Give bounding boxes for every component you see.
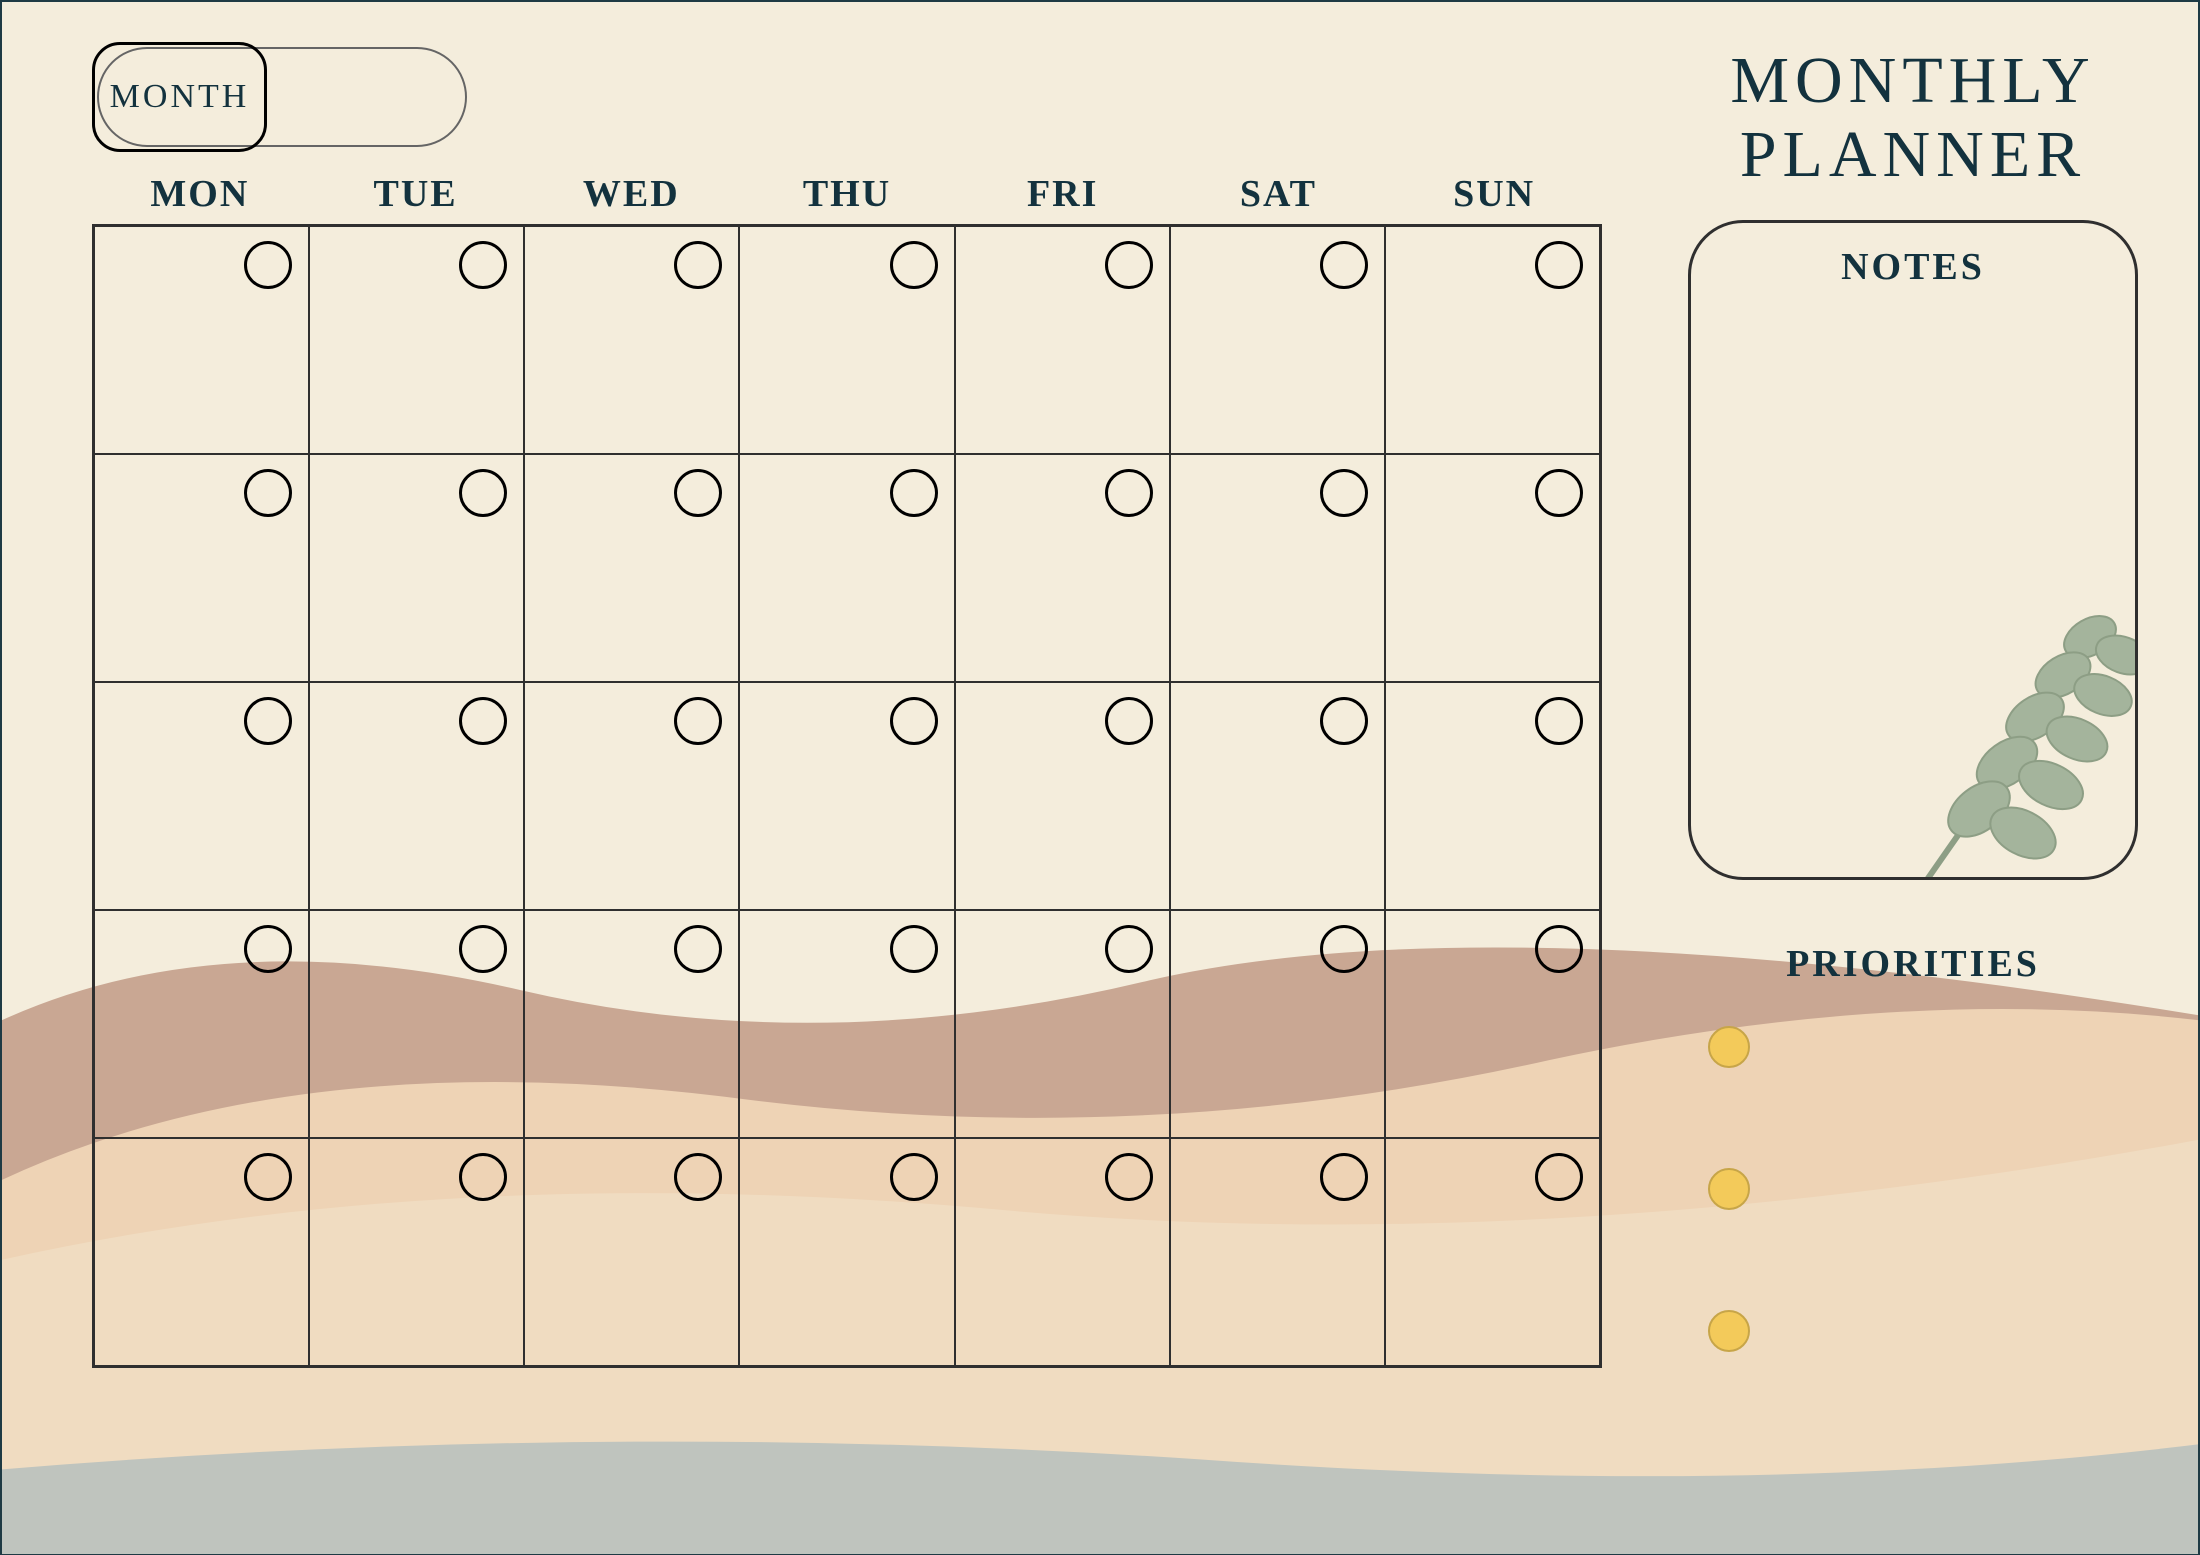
date-circle[interactable] xyxy=(890,925,938,973)
day-header-fri: FRI xyxy=(955,172,1171,216)
day-header-tue: TUE xyxy=(308,172,524,216)
calendar-cell[interactable] xyxy=(1170,454,1385,682)
date-circle[interactable] xyxy=(674,1153,722,1201)
leaf-icon xyxy=(1865,567,2138,880)
date-circle[interactable] xyxy=(674,925,722,973)
day-header-sat: SAT xyxy=(1171,172,1387,216)
day-headers: MON TUE WED THU FRI SAT SUN xyxy=(92,172,1602,216)
date-circle[interactable] xyxy=(674,469,722,517)
date-circle[interactable] xyxy=(459,1153,507,1201)
calendar-cell[interactable] xyxy=(955,682,1170,910)
title-line-1: MONTHLY xyxy=(1688,44,2138,118)
date-circle[interactable] xyxy=(459,925,507,973)
calendar-grid xyxy=(92,224,1602,1368)
date-circle[interactable] xyxy=(244,241,292,289)
calendar-cell[interactable] xyxy=(739,910,954,1138)
date-circle[interactable] xyxy=(459,241,507,289)
day-header-thu: THU xyxy=(739,172,955,216)
priority-bullet-icon xyxy=(1708,1310,1750,1352)
calendar-cell[interactable] xyxy=(739,226,954,454)
date-circle[interactable] xyxy=(890,241,938,289)
date-circle[interactable] xyxy=(1535,697,1583,745)
date-circle[interactable] xyxy=(244,1153,292,1201)
date-circle[interactable] xyxy=(890,697,938,745)
date-circle[interactable] xyxy=(1105,1153,1153,1201)
calendar-cell[interactable] xyxy=(1385,1138,1600,1366)
planner-page: MONTH MONTHLY PLANNER MON TUE WED THU FR… xyxy=(0,0,2200,1555)
calendar-cell[interactable] xyxy=(309,682,524,910)
calendar-cell[interactable] xyxy=(739,454,954,682)
priority-row[interactable] xyxy=(1688,1168,2138,1210)
date-circle[interactable] xyxy=(890,469,938,517)
date-circle[interactable] xyxy=(459,697,507,745)
month-label: MONTH xyxy=(110,78,250,116)
date-circle[interactable] xyxy=(459,469,507,517)
calendar-cell[interactable] xyxy=(955,226,1170,454)
priority-bullet-icon xyxy=(1708,1168,1750,1210)
calendar-cell[interactable] xyxy=(94,910,309,1138)
priority-bullet-icon xyxy=(1708,1026,1750,1068)
month-label-box: MONTH xyxy=(92,42,267,152)
calendar-cell[interactable] xyxy=(524,682,739,910)
date-circle[interactable] xyxy=(1320,241,1368,289)
date-circle[interactable] xyxy=(1320,1153,1368,1201)
date-circle[interactable] xyxy=(674,697,722,745)
priority-row[interactable] xyxy=(1688,1026,2138,1068)
calendar-cell[interactable] xyxy=(1170,682,1385,910)
date-circle[interactable] xyxy=(1105,925,1153,973)
calendar-cell[interactable] xyxy=(524,454,739,682)
calendar-cell[interactable] xyxy=(739,1138,954,1366)
calendar-cell[interactable] xyxy=(1385,454,1600,682)
date-circle[interactable] xyxy=(1320,469,1368,517)
date-circle[interactable] xyxy=(1535,925,1583,973)
calendar-cell[interactable] xyxy=(309,1138,524,1366)
calendar-cell[interactable] xyxy=(94,226,309,454)
calendar-cell[interactable] xyxy=(1170,226,1385,454)
date-circle[interactable] xyxy=(1535,469,1583,517)
day-header-mon: MON xyxy=(92,172,308,216)
date-circle[interactable] xyxy=(1535,1153,1583,1201)
calendar-cell[interactable] xyxy=(94,682,309,910)
date-circle[interactable] xyxy=(244,925,292,973)
date-circle[interactable] xyxy=(244,469,292,517)
date-circle[interactable] xyxy=(1535,241,1583,289)
calendar-cell[interactable] xyxy=(309,454,524,682)
calendar-cell[interactable] xyxy=(524,226,739,454)
calendar-cell[interactable] xyxy=(955,910,1170,1138)
date-circle[interactable] xyxy=(1105,469,1153,517)
date-circle[interactable] xyxy=(890,1153,938,1201)
calendar: MON TUE WED THU FRI SAT SUN xyxy=(92,172,1602,1368)
calendar-cell[interactable] xyxy=(1385,226,1600,454)
priority-row[interactable] xyxy=(1688,1310,2138,1352)
day-header-wed: WED xyxy=(523,172,739,216)
calendar-cell[interactable] xyxy=(94,1138,309,1366)
date-circle[interactable] xyxy=(674,241,722,289)
date-circle[interactable] xyxy=(1105,241,1153,289)
calendar-cell[interactable] xyxy=(1385,682,1600,910)
calendar-cell[interactable] xyxy=(955,454,1170,682)
date-circle[interactable] xyxy=(1320,697,1368,745)
day-header-sun: SUN xyxy=(1386,172,1602,216)
priorities-label: PRIORITIES xyxy=(1688,942,2138,986)
calendar-cell[interactable] xyxy=(955,1138,1170,1366)
calendar-cell[interactable] xyxy=(309,910,524,1138)
date-circle[interactable] xyxy=(244,697,292,745)
calendar-cell[interactable] xyxy=(524,910,739,1138)
calendar-cell[interactable] xyxy=(739,682,954,910)
date-circle[interactable] xyxy=(1320,925,1368,973)
calendar-cell[interactable] xyxy=(94,454,309,682)
priorities-section: PRIORITIES xyxy=(1688,942,2138,1452)
page-title: MONTHLY PLANNER xyxy=(1688,44,2138,192)
calendar-cell[interactable] xyxy=(309,226,524,454)
date-circle[interactable] xyxy=(1105,697,1153,745)
calendar-cell[interactable] xyxy=(1170,910,1385,1138)
calendar-cell[interactable] xyxy=(524,1138,739,1366)
calendar-cell[interactable] xyxy=(1170,1138,1385,1366)
notes-label: NOTES xyxy=(1691,245,2135,289)
title-line-2: PLANNER xyxy=(1688,118,2138,192)
calendar-cell[interactable] xyxy=(1385,910,1600,1138)
notes-panel[interactable]: NOTES xyxy=(1688,220,2138,880)
